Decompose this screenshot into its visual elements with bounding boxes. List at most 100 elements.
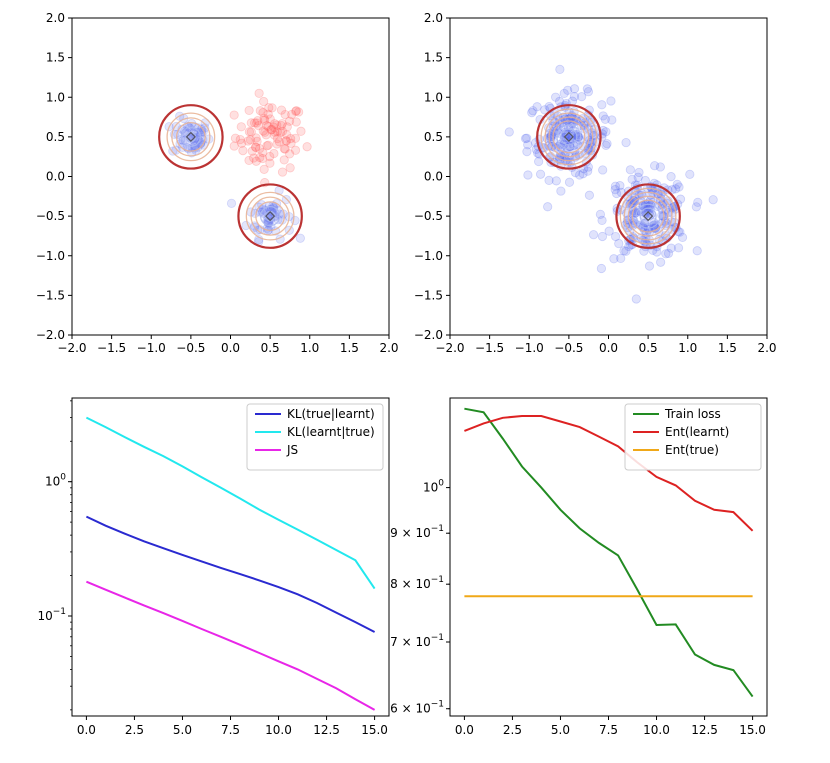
scatter-point [258,147,268,158]
scatter-point [708,195,718,205]
y-tick-label: 1.5 [424,51,443,65]
y-tick-label: 1.0 [46,90,65,104]
y-tick-label: 0.5 [424,130,443,144]
scatter-point [229,110,239,120]
scatter-point [272,120,282,130]
scatter-point [621,137,631,148]
scatter-point [281,136,291,146]
scatter-point [255,144,265,154]
learnt-contour [180,126,202,148]
x-tick-label: −2.0 [435,341,464,355]
series-line-js [86,580,376,711]
scatter-point [621,246,631,256]
learnt-contour [627,195,669,237]
learnt-contour [560,128,578,146]
series-line-ent-learnt- [464,415,754,532]
scatter-point [260,115,270,125]
scatter-left-panel: −2.0−2.0 −1.5 −1.5 −1.0 −1.0 −0.5 −0.5 0.0 0.0 0.… [36,11,399,355]
contour-center-marker [265,211,276,222]
scatter-point [644,261,655,271]
scatter-point [597,215,607,225]
y-tick-label: −0.5 [414,209,443,223]
y-tick-label: 1.0 [424,90,443,104]
scatter-point [275,128,286,138]
scatter-point [276,120,286,131]
scatter-point [282,136,292,146]
scatter-point [261,130,271,140]
y-tick-label: 2.0 [46,11,65,25]
y-tick-label: 10−1 [37,607,66,623]
scatter-point [627,174,637,184]
scatter-point [259,113,269,124]
scatter-point [584,190,595,200]
scatter-point [616,187,626,197]
y-tick-label: 7 × 10−1 [390,633,444,649]
learnt-contour [623,191,673,241]
axes-frame [449,17,768,336]
scatter-point [607,115,617,125]
scatter-point [631,294,641,304]
y-tick-label: 6 × 10−1 [390,700,444,716]
scatter-point [578,169,588,179]
scatter-point [251,142,261,152]
y-tick-label: 9 × 10−1 [390,524,444,540]
x-tick-label: 15.0 [361,723,388,737]
learnt-contour [171,117,211,157]
scatter-point [675,194,686,204]
scatter-point [246,118,256,128]
scatter-point [602,139,612,149]
scatter-point [285,163,295,173]
scatter-point [569,84,580,94]
scatter-point [629,215,639,225]
scatter-point [246,127,256,137]
x-tick-label: 2.0 [379,341,398,355]
scatter-point [527,107,537,118]
scatter-point [556,186,566,196]
scatter-point [244,105,254,116]
x-tick-label: 15.0 [739,723,766,737]
scatter-point [693,197,703,207]
scatter-point [269,122,279,132]
scatter-point [262,120,272,131]
scatter-point [254,121,264,131]
scatter-point [551,92,561,102]
legend: KL(true|learnt) KL(learnt|true) JS [246,403,384,471]
scatter-point [259,96,269,107]
scatter-point [267,124,277,135]
scatter-point [264,103,274,113]
scatter-point [583,87,594,97]
learnt-contour [540,108,598,166]
scatter-point [523,140,533,150]
scatter-point [237,138,247,148]
scatter-point [277,126,288,136]
scatter-point [583,166,593,176]
scatter-point [671,184,681,194]
scatter-point [244,127,255,137]
scatter-point [563,85,573,95]
scatter-point [577,92,587,102]
x-tick-label: 5.0 [551,723,570,737]
series-line-kl-learnt-true- [85,416,376,590]
scatter-point [279,144,289,154]
x-tick-label: 0.0 [455,723,474,737]
scatter-point [263,140,273,150]
scatter-point [287,109,297,120]
y-tick-label: −1.0 [414,249,443,263]
scatter-point [302,142,312,152]
scatter-point [254,88,264,98]
scatter-point [551,176,561,186]
y-tick-label: −2.0 [414,328,443,342]
scatter-point [504,127,514,137]
x-tick-label: 1.5 [718,341,737,355]
y-tick-label: 2.0 [424,11,443,25]
scatter-point [267,103,277,113]
legend-label: Ent(true) [665,443,719,457]
y-tick-label: 100 [45,473,66,489]
scatter-point [236,122,246,132]
scatter-point [691,202,701,212]
divergence-panel: 0.0 2.5 5.0 7.5 10.0 12.5 15.0 100 10−1 KL(true|l… [37,397,390,737]
scatter-point [625,165,635,175]
x-tick-label: 0.0 [599,341,618,355]
scatter-point [251,133,261,143]
learnt-contour [255,201,286,232]
